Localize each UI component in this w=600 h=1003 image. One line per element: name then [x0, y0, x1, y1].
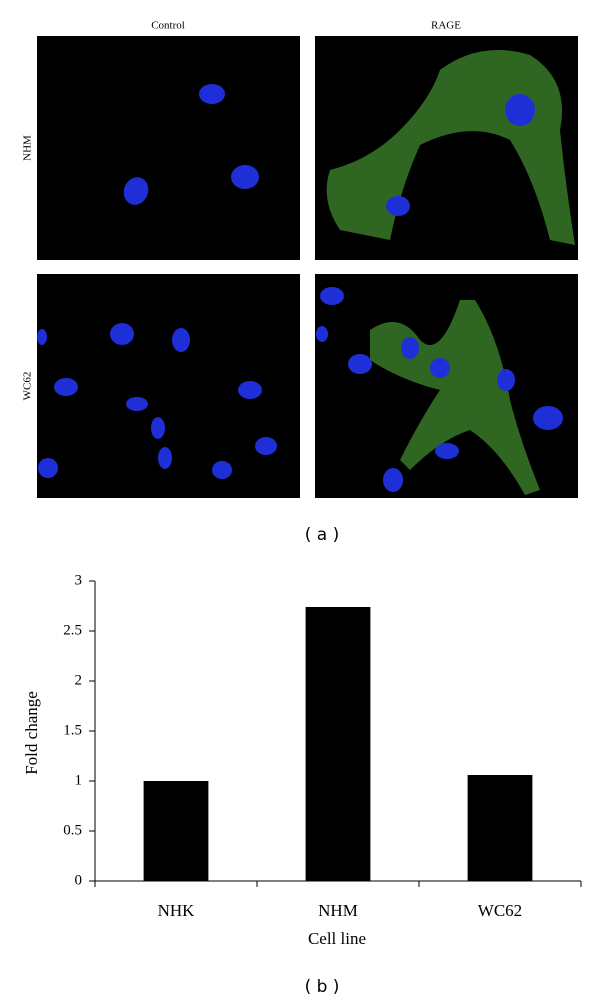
y-tick-label: 2.5: [63, 622, 82, 638]
panel-caption: ( b ): [305, 977, 340, 997]
row-label: NHM: [22, 135, 34, 161]
micrograph-control-nhm: [37, 36, 300, 260]
y-tick-label: 1.5: [63, 722, 82, 738]
y-axis-label: Fold change: [22, 691, 41, 775]
panel-caption: ( a ): [305, 525, 340, 545]
x-axis-label: Cell line: [308, 929, 366, 948]
y-tick-label: 3: [75, 572, 83, 588]
x-tick-label: NHK: [158, 901, 196, 920]
x-tick-label: WC62: [478, 901, 522, 920]
micrograph-control-wc62: [37, 274, 300, 498]
x-tick-label: NHM: [318, 901, 358, 920]
bar: [143, 781, 209, 881]
y-tick-label: 2: [75, 672, 83, 688]
y-tick-label: 0.5: [63, 822, 82, 838]
bar: [305, 607, 371, 881]
column-label: RAGE: [431, 20, 461, 32]
row-label: WC62: [22, 372, 34, 401]
bar: [467, 775, 533, 881]
micrograph-rage-nhm: [315, 36, 578, 260]
column-label: Control: [151, 20, 185, 32]
y-tick-label: 0: [75, 872, 83, 888]
y-tick-label: 1: [75, 772, 83, 788]
micrograph-rage-wc62: [315, 274, 578, 498]
